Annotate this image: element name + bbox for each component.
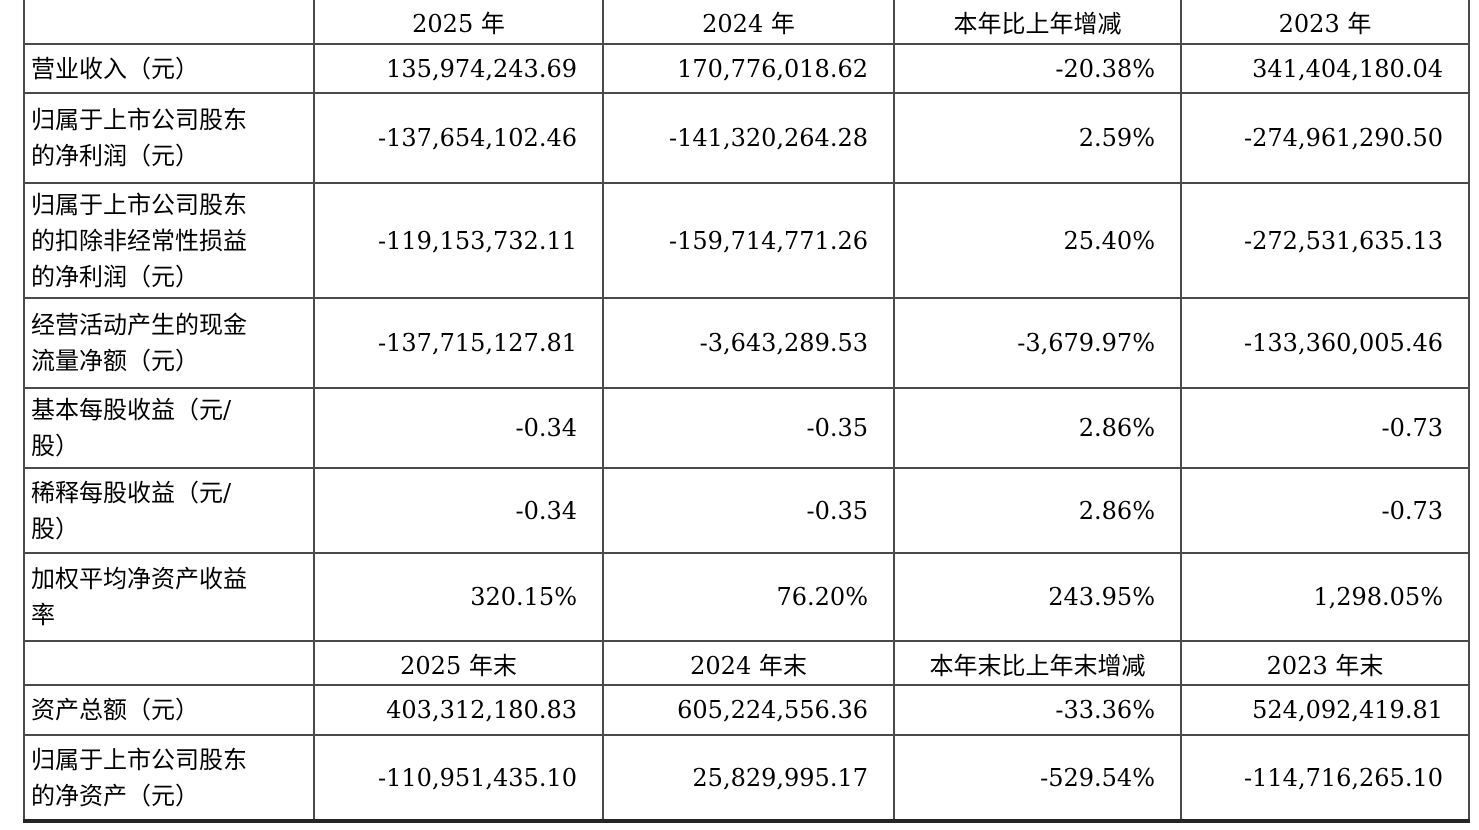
header-year-2024: 2024 年 (602, 0, 895, 45)
value-cell: 605,224,556.36 (602, 684, 895, 736)
header-end-yoy-change: 本年末比上年末增减 (893, 640, 1182, 686)
value-cell: -0.73 (1180, 387, 1470, 469)
value-cell: 320.15% (313, 552, 604, 642)
value-cell: -137,654,102.46 (313, 92, 604, 184)
value-cell: 76.20% (602, 552, 895, 642)
value-cell: 243.95% (893, 552, 1182, 642)
row-weighted-avg-roe: 加权平均净资产收益 率 320.15% 76.20% 243.95% 1,298… (23, 552, 1470, 642)
value-cell: -20.38% (893, 43, 1182, 94)
value-cell: 25.40% (893, 182, 1182, 299)
value-cell: -159,714,771.26 (602, 182, 895, 299)
value-cell: 1,298.05% (1180, 552, 1470, 642)
value-cell: -274,961,290.50 (1180, 92, 1470, 184)
row-total-assets: 资产总额（元） 403,312,180.83 605,224,556.36 -3… (23, 684, 1470, 736)
row-diluted-eps: 稀释每股收益（元/ 股） -0.34 -0.35 2.86% -0.73 (23, 467, 1470, 554)
value-cell: -0.35 (602, 467, 895, 554)
value-cell: -119,153,732.11 (313, 182, 604, 299)
row-operating-cash-flow: 经营活动产生的现金 流量净额（元） -137,715,127.81 -3,643… (23, 297, 1470, 389)
header-end-2024: 2024 年末 (602, 640, 895, 686)
value-cell: 2.86% (893, 467, 1182, 554)
value-cell: -110,951,435.10 (313, 734, 604, 823)
value-cell: 25,829,995.17 (602, 734, 895, 823)
value-cell: 2.59% (893, 92, 1182, 184)
row-operating-revenue: 营业收入（元） 135,974,243.69 170,776,018.62 -2… (23, 43, 1470, 94)
value-cell: -0.73 (1180, 467, 1470, 554)
value-cell: 341,404,180.04 (1180, 43, 1470, 94)
value-cell: -33.36% (893, 684, 1182, 736)
header-year-2025: 2025 年 (313, 0, 604, 45)
header-end-2023: 2023 年末 (1180, 640, 1470, 686)
value-cell: -529.54% (893, 734, 1182, 823)
row-net-profit-attributable: 归属于上市公司股东 的净利润（元） -137,654,102.46 -141,3… (23, 92, 1470, 184)
period-end-header-row: 2025 年末 2024 年末 本年末比上年末增减 2023 年末 (23, 640, 1470, 686)
period-header-row: 2025 年 2024 年 本年比上年增减 2023 年 (23, 0, 1470, 45)
row-net-profit-excl-nonrecurring: 归属于上市公司股东 的扣除非经常性损益 的净利润（元） -119,153,732… (23, 182, 1470, 299)
value-cell: -272,531,635.13 (1180, 182, 1470, 299)
row-label: 经营活动产生的现金 流量净额（元） (23, 297, 315, 389)
value-cell: -0.34 (313, 467, 604, 554)
value-cell: 403,312,180.83 (313, 684, 604, 736)
header-year-2023: 2023 年 (1180, 0, 1470, 45)
row-label: 归属于上市公司股东 的净利润（元） (23, 92, 315, 184)
value-cell: 2.86% (893, 387, 1182, 469)
value-cell: -114,716,265.10 (1180, 734, 1470, 823)
value-cell: 135,974,243.69 (313, 43, 604, 94)
row-label: 基本每股收益（元/ 股） (23, 387, 315, 469)
row-basic-eps: 基本每股收益（元/ 股） -0.34 -0.35 2.86% -0.73 (23, 387, 1470, 469)
header-blank-cell (23, 0, 315, 45)
row-label: 加权平均净资产收益 率 (23, 552, 315, 642)
value-cell: -3,643,289.53 (602, 297, 895, 389)
value-cell: 170,776,018.62 (602, 43, 895, 94)
header-yoy-change: 本年比上年增减 (893, 0, 1182, 45)
value-cell: -3,679.97% (893, 297, 1182, 389)
value-cell: -133,360,005.46 (1180, 297, 1470, 389)
row-label: 资产总额（元） (23, 684, 315, 736)
value-cell: -137,715,127.81 (313, 297, 604, 389)
row-label: 归属于上市公司股东 的扣除非经常性损益 的净利润（元） (23, 182, 315, 299)
row-label: 营业收入（元） (23, 43, 315, 94)
key-financials-table: 2025 年 2024 年 本年比上年增减 2023 年 营业收入（元） 135… (23, 0, 1470, 823)
value-cell: -141,320,264.28 (602, 92, 895, 184)
header-end-2025: 2025 年末 (313, 640, 604, 686)
row-label: 归属于上市公司股东 的净资产（元） (23, 734, 315, 823)
value-cell: 524,092,419.81 (1180, 684, 1470, 736)
row-label: 稀释每股收益（元/ 股） (23, 467, 315, 554)
row-net-assets-attributable: 归属于上市公司股东 的净资产（元） -110,951,435.10 25,829… (23, 734, 1470, 823)
value-cell: -0.34 (313, 387, 604, 469)
value-cell: -0.35 (602, 387, 895, 469)
header-blank-cell (23, 640, 315, 686)
